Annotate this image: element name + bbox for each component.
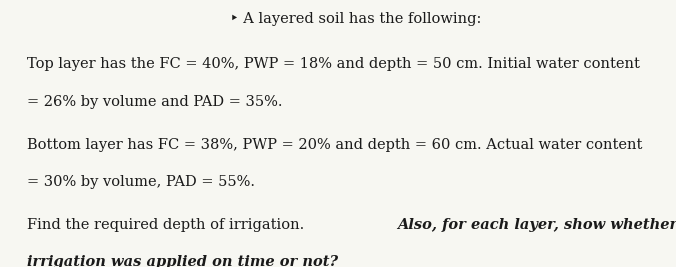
Text: = 26% by volume and PAD = 35%.: = 26% by volume and PAD = 35%. (27, 95, 283, 109)
Text: Also, for each layer, show whether the: Also, for each layer, show whether the (397, 218, 676, 231)
Text: Find the required depth of irrigation.: Find the required depth of irrigation. (27, 218, 314, 231)
Text: irrigation was applied on time or not?: irrigation was applied on time or not? (27, 255, 338, 267)
Text: Top layer has the FC = 40%, PWP = 18% and depth = 50 cm. Initial water content: Top layer has the FC = 40%, PWP = 18% an… (27, 57, 640, 71)
Text: = 30% by volume, PAD = 55%.: = 30% by volume, PAD = 55%. (27, 175, 255, 189)
Text: ‣ A layered soil has the following:: ‣ A layered soil has the following: (230, 12, 481, 26)
Text: Bottom layer has FC = 38%, PWP = 20% and depth = 60 cm. Actual water content: Bottom layer has FC = 38%, PWP = 20% and… (27, 138, 642, 151)
